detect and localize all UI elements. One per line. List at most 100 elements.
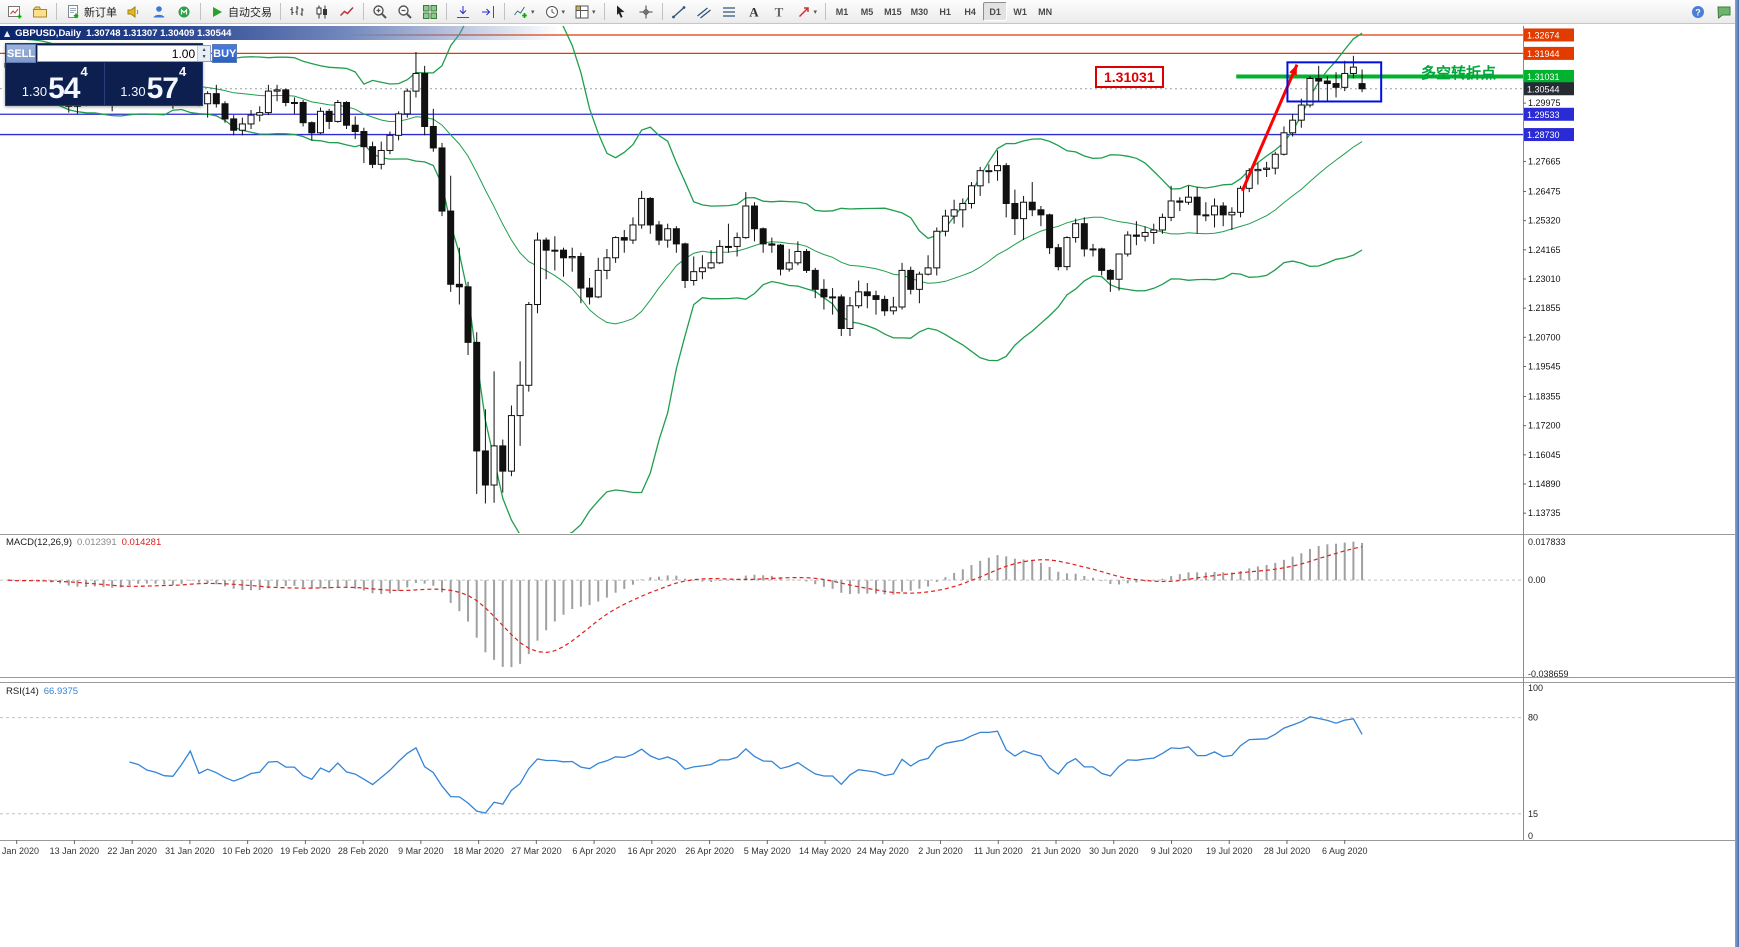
svg-text:19 Jul 2020: 19 Jul 2020 bbox=[1206, 846, 1253, 856]
candlestick-icon bbox=[314, 4, 327, 20]
toolbar-separator bbox=[363, 3, 364, 20]
macd-main-value: 0.012391 bbox=[77, 537, 117, 548]
svg-text:1.23010: 1.23010 bbox=[1528, 274, 1561, 284]
sell-price-big: 54 bbox=[48, 72, 80, 105]
svg-text:9 Mar 2020: 9 Mar 2020 bbox=[398, 846, 444, 856]
arrows-button[interactable]: ▾ bbox=[792, 1, 822, 22]
sell-price-pip: 4 bbox=[80, 64, 88, 79]
new-chart-button[interactable] bbox=[3, 1, 27, 22]
chart-shift-button[interactable] bbox=[476, 1, 500, 22]
crosshair-button[interactable] bbox=[634, 1, 658, 22]
timeframe-h4[interactable]: H4 bbox=[958, 2, 982, 21]
chart-ohlc-values: 1.30748 1.31307 1.30409 1.30544 bbox=[86, 27, 232, 39]
rsi-pane-label: RSI(14) 66.9375 bbox=[6, 686, 78, 697]
svg-text:1.20700: 1.20700 bbox=[1528, 332, 1561, 342]
turning-point-annotation[interactable]: 多空转折点 bbox=[1421, 65, 1497, 82]
mql-button[interactable] bbox=[172, 1, 196, 22]
svg-text:2 Jun 2020: 2 Jun 2020 bbox=[918, 846, 963, 856]
zoom-out-icon bbox=[397, 4, 413, 20]
timeframe-m15[interactable]: M15 bbox=[880, 2, 906, 21]
profiles-button[interactable] bbox=[28, 1, 52, 22]
rsi-value: 66.9375 bbox=[43, 686, 79, 697]
autotrading-label: 自动交易 bbox=[228, 6, 272, 19]
fibonacci-icon bbox=[722, 4, 735, 20]
toolbar-separator bbox=[446, 3, 447, 20]
zoom-out-button[interactable] bbox=[393, 1, 417, 22]
candlestick-button[interactable] bbox=[310, 1, 334, 22]
svg-text:-0.038659: -0.038659 bbox=[1528, 669, 1569, 679]
svg-text:5 May 2020: 5 May 2020 bbox=[744, 846, 791, 856]
line-chart-button[interactable] bbox=[335, 1, 359, 22]
timeframe-w1[interactable]: W1 bbox=[1008, 2, 1032, 21]
svg-text:0: 0 bbox=[1528, 831, 1533, 841]
svg-text:1.16045: 1.16045 bbox=[1528, 450, 1561, 460]
cursor-button[interactable] bbox=[609, 1, 633, 22]
zoom-in-button[interactable] bbox=[368, 1, 392, 22]
svg-text:1.25320: 1.25320 bbox=[1528, 216, 1561, 226]
toolbar-separator bbox=[825, 3, 827, 20]
tile-windows-button[interactable] bbox=[418, 1, 442, 22]
text-button[interactable]: A bbox=[742, 1, 766, 22]
volume-down-button[interactable]: ▼ bbox=[198, 53, 211, 61]
buy-price-pip: 4 bbox=[178, 64, 187, 79]
svg-text:1.24165: 1.24165 bbox=[1528, 245, 1561, 255]
svg-text:1.14890: 1.14890 bbox=[1528, 479, 1561, 489]
buy-button[interactable]: BUY bbox=[212, 44, 238, 63]
one-click-collapse-icon[interactable]: ▲ bbox=[4, 28, 11, 38]
chat-button[interactable] bbox=[1712, 1, 1736, 22]
indicators-button[interactable]: ▾ bbox=[509, 1, 539, 22]
svg-text:11 Jun 2020: 11 Jun 2020 bbox=[974, 846, 1023, 856]
volume-up-button[interactable]: ▲ bbox=[198, 46, 211, 54]
label-button[interactable]: T bbox=[767, 1, 791, 22]
periods-button[interactable]: ▾ bbox=[540, 1, 570, 22]
dropdown-caret-icon: ▾ bbox=[592, 7, 596, 16]
community-button[interactable] bbox=[147, 1, 171, 22]
svg-text:100: 100 bbox=[1528, 683, 1543, 693]
trendline-button[interactable] bbox=[667, 1, 691, 22]
autotrading-button[interactable]: 自动交易 bbox=[205, 1, 276, 22]
new-chart-icon bbox=[7, 4, 22, 18]
sell-price-prefix: 1.30 bbox=[21, 84, 48, 99]
svg-text:31 Jan 2020: 31 Jan 2020 bbox=[165, 846, 215, 856]
toolbar-separator bbox=[200, 3, 201, 20]
svg-text:28 Jul 2020: 28 Jul 2020 bbox=[1264, 846, 1311, 856]
timeframe-h1[interactable]: H1 bbox=[933, 2, 957, 21]
new-order-button[interactable]: 新订单 bbox=[61, 1, 121, 22]
timeframe-d1[interactable]: D1 bbox=[983, 2, 1008, 21]
timeframe-mn[interactable]: MN bbox=[1033, 2, 1057, 21]
timeframe-m5[interactable]: M5 bbox=[855, 2, 879, 21]
price-level-annotation[interactable]: 1.31031 bbox=[1095, 66, 1164, 88]
auto-scroll-button[interactable] bbox=[451, 1, 475, 22]
timeframe-m30[interactable]: M30 bbox=[907, 2, 933, 21]
svg-text:22 Jan 2020: 22 Jan 2020 bbox=[107, 846, 157, 856]
globe-icon bbox=[178, 6, 190, 17]
help-icon: ? bbox=[1692, 5, 1704, 18]
help-button[interactable]: ? bbox=[1686, 1, 1710, 22]
volume-spinner: ▲ ▼ bbox=[197, 46, 211, 61]
templates-button[interactable]: ▾ bbox=[570, 1, 600, 22]
toolbar-separator bbox=[603, 3, 605, 20]
timeframe-m1[interactable]: M1 bbox=[830, 2, 854, 21]
volume-input[interactable] bbox=[38, 46, 198, 61]
macd-pane-label: MACD(12,26,9) 0.012391 0.014281 bbox=[6, 537, 161, 548]
bar-chart-icon bbox=[290, 5, 304, 16]
sell-button[interactable]: SELL bbox=[6, 44, 37, 63]
macd-signal-value: 0.014281 bbox=[121, 537, 162, 548]
svg-text:0.017833: 0.017833 bbox=[1528, 537, 1566, 547]
svg-text:1.27665: 1.27665 bbox=[1528, 156, 1561, 166]
templates-icon bbox=[574, 4, 590, 20]
buy-price-prefix: 1.30 bbox=[120, 84, 146, 99]
svg-text:1.13735: 1.13735 bbox=[1528, 508, 1561, 518]
toolbar-separator bbox=[56, 3, 57, 20]
fibonacci-button[interactable] bbox=[717, 1, 741, 22]
toolbar-separator bbox=[280, 3, 281, 20]
channel-button[interactable] bbox=[692, 1, 716, 22]
svg-text:1.30544: 1.30544 bbox=[1527, 84, 1560, 94]
buy-price[interactable]: 1.30 57 4 bbox=[103, 63, 203, 105]
svg-text:10 Feb 2020: 10 Feb 2020 bbox=[222, 846, 273, 856]
svg-text:1.19545: 1.19545 bbox=[1528, 361, 1561, 371]
bar-chart-button[interactable] bbox=[285, 1, 309, 22]
sell-price[interactable]: 1.30 54 4 bbox=[6, 63, 104, 105]
zoom-in-icon bbox=[372, 4, 388, 20]
